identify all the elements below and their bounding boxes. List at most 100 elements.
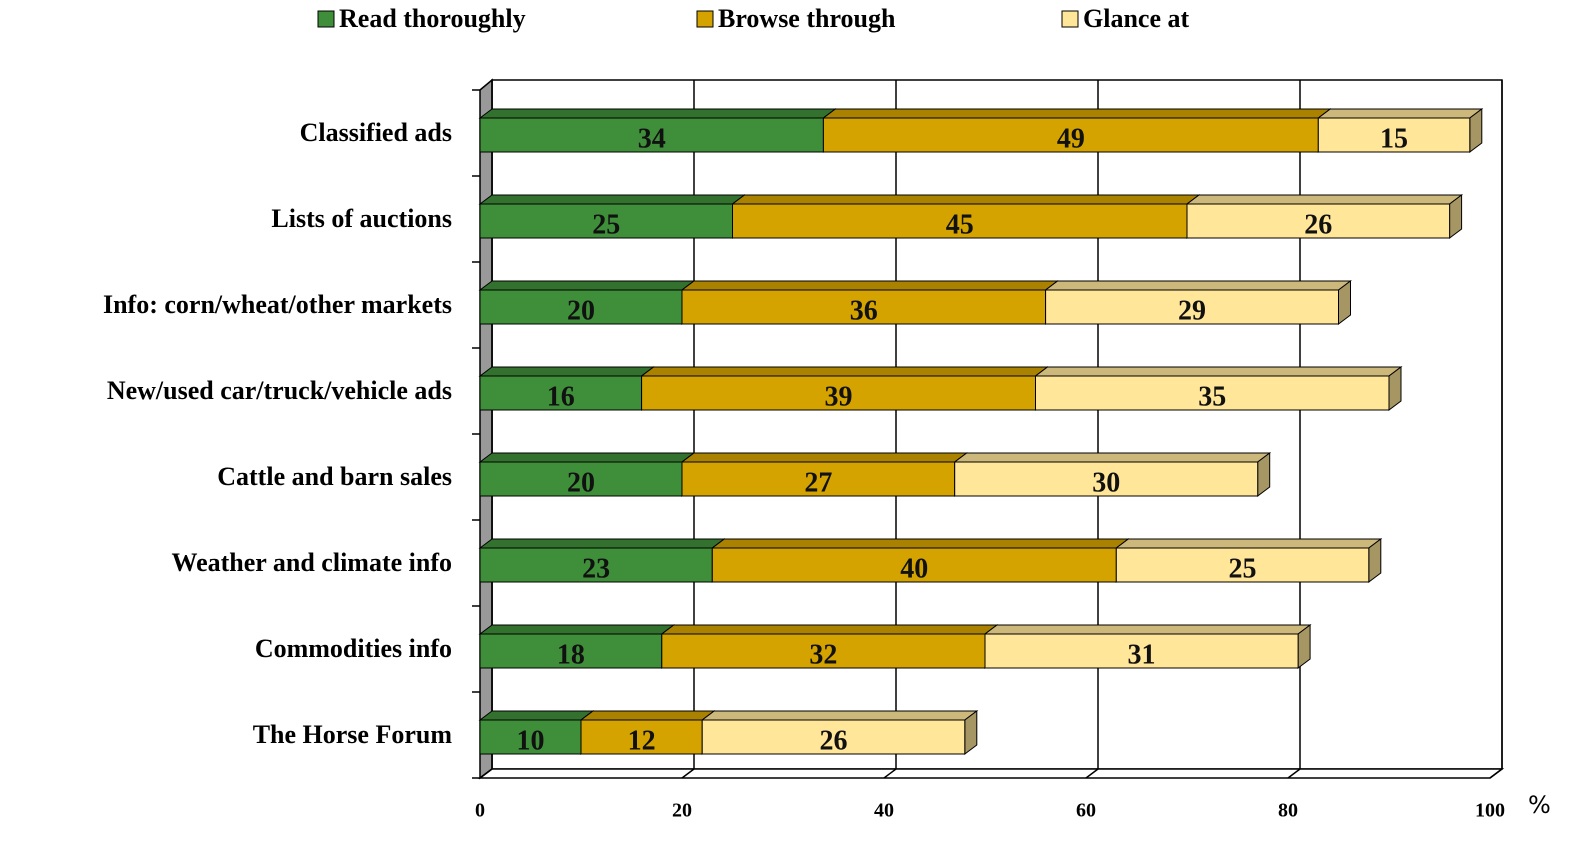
x-tick-mark	[1085, 768, 1099, 779]
bar-segment: 45	[731, 194, 1201, 240]
bar	[732, 203, 1188, 239]
bar-top	[983, 624, 1312, 635]
bar-top	[680, 280, 1060, 291]
bar-segment: 12	[579, 710, 716, 756]
value-label: 20	[567, 467, 595, 498]
bar-top	[700, 710, 979, 721]
bar	[479, 547, 713, 583]
bar	[1045, 289, 1339, 325]
bar-top	[478, 366, 656, 377]
legend-label: Glance at	[1083, 4, 1189, 33]
x-tick-mark	[1489, 768, 1503, 779]
legend-item: Read thoroughly	[317, 4, 526, 33]
bar	[479, 719, 582, 755]
value-label: 36	[850, 295, 878, 326]
bar	[641, 375, 1036, 411]
bar-top	[710, 538, 1130, 549]
legend-swatch	[317, 10, 335, 28]
legend-label: Read thoroughly	[339, 4, 526, 33]
floor	[477, 768, 1505, 779]
x-tick-mark	[883, 768, 897, 779]
bar-segment: 34	[478, 108, 837, 154]
bar-top	[478, 108, 837, 119]
category-label: Cattle and barn sales	[217, 462, 452, 491]
value-label: 29	[1178, 295, 1206, 326]
value-label: 35	[1198, 381, 1226, 412]
value-label: 26	[820, 725, 848, 756]
x-axis-label: %	[1528, 791, 1551, 819]
x-tick-label: 80	[1278, 800, 1298, 822]
category-label: Commodities info	[255, 634, 452, 663]
bar-segment: 36	[680, 280, 1060, 326]
bar-segment: 27	[680, 452, 969, 498]
value-label: 10	[517, 725, 545, 756]
bar-segment: 49	[821, 108, 1332, 154]
value-label: 16	[547, 381, 575, 412]
category-label: Weather and climate info	[172, 548, 452, 577]
bar	[1035, 375, 1390, 411]
side-wall	[479, 78, 493, 780]
bar-segment: 20	[478, 452, 696, 498]
bar-segment: 30	[953, 452, 1272, 498]
value-label: 20	[567, 295, 595, 326]
bar-segment: 39	[640, 366, 1049, 412]
bar	[479, 289, 683, 325]
bar	[1115, 547, 1370, 583]
x-tick-mark	[681, 768, 695, 779]
legend-swatch	[696, 10, 714, 28]
value-label: 39	[825, 381, 853, 412]
category-label: New/used car/truck/vehicle ads	[107, 376, 452, 405]
value-label: 49	[1057, 123, 1085, 154]
bar-top	[478, 280, 696, 291]
bar-top	[953, 452, 1272, 463]
value-label: 31	[1128, 639, 1156, 670]
bar-segment: 26	[1185, 194, 1464, 240]
bar-top	[680, 452, 969, 463]
x-tick-mark	[1287, 768, 1301, 779]
bar-segment: 23	[478, 538, 726, 584]
value-label: 34	[638, 123, 666, 154]
bar-top	[478, 710, 595, 721]
value-label: 45	[946, 209, 974, 240]
bar	[479, 375, 643, 411]
bar	[1186, 203, 1451, 239]
value-label: 40	[900, 553, 928, 584]
value-label: 25	[592, 209, 620, 240]
bar-segment: 20	[478, 280, 696, 326]
x-tick-label: 60	[1076, 800, 1096, 822]
bar-top	[640, 366, 1049, 377]
value-label: 18	[557, 639, 585, 670]
bar	[479, 117, 824, 153]
legend-item: Glance at	[1061, 4, 1189, 33]
bar-top	[478, 624, 676, 635]
x-tick-mark	[479, 768, 493, 779]
category-label: Lists of auctions	[271, 204, 452, 233]
bar	[479, 461, 683, 497]
bar	[661, 633, 986, 669]
bar-segment: 35	[1034, 366, 1403, 412]
value-label: 30	[1092, 467, 1120, 498]
bar-segment: 25	[1114, 538, 1383, 584]
bar-top	[579, 710, 716, 721]
bar-segment: 18	[478, 624, 676, 670]
bar-segment: 25	[478, 194, 746, 240]
bar-segment: 31	[983, 624, 1312, 670]
bar-segment: 26	[700, 710, 979, 756]
bar-top	[1034, 366, 1403, 377]
bar-top	[1044, 280, 1352, 291]
category-label: Info: corn/wheat/other markets	[103, 290, 452, 319]
bar	[954, 461, 1259, 497]
bar	[822, 117, 1319, 153]
bar-segment: 10	[478, 710, 595, 756]
bar	[681, 289, 1047, 325]
bar-segment: 15	[1316, 108, 1484, 154]
bar	[1317, 117, 1471, 153]
legend-item: Browse through	[696, 4, 896, 33]
bar	[711, 547, 1117, 583]
x-tick-label: 100	[1475, 800, 1505, 822]
value-label: 25	[1229, 553, 1257, 584]
bar-segment: 29	[1044, 280, 1352, 326]
bar	[681, 461, 956, 497]
bar	[984, 633, 1299, 669]
